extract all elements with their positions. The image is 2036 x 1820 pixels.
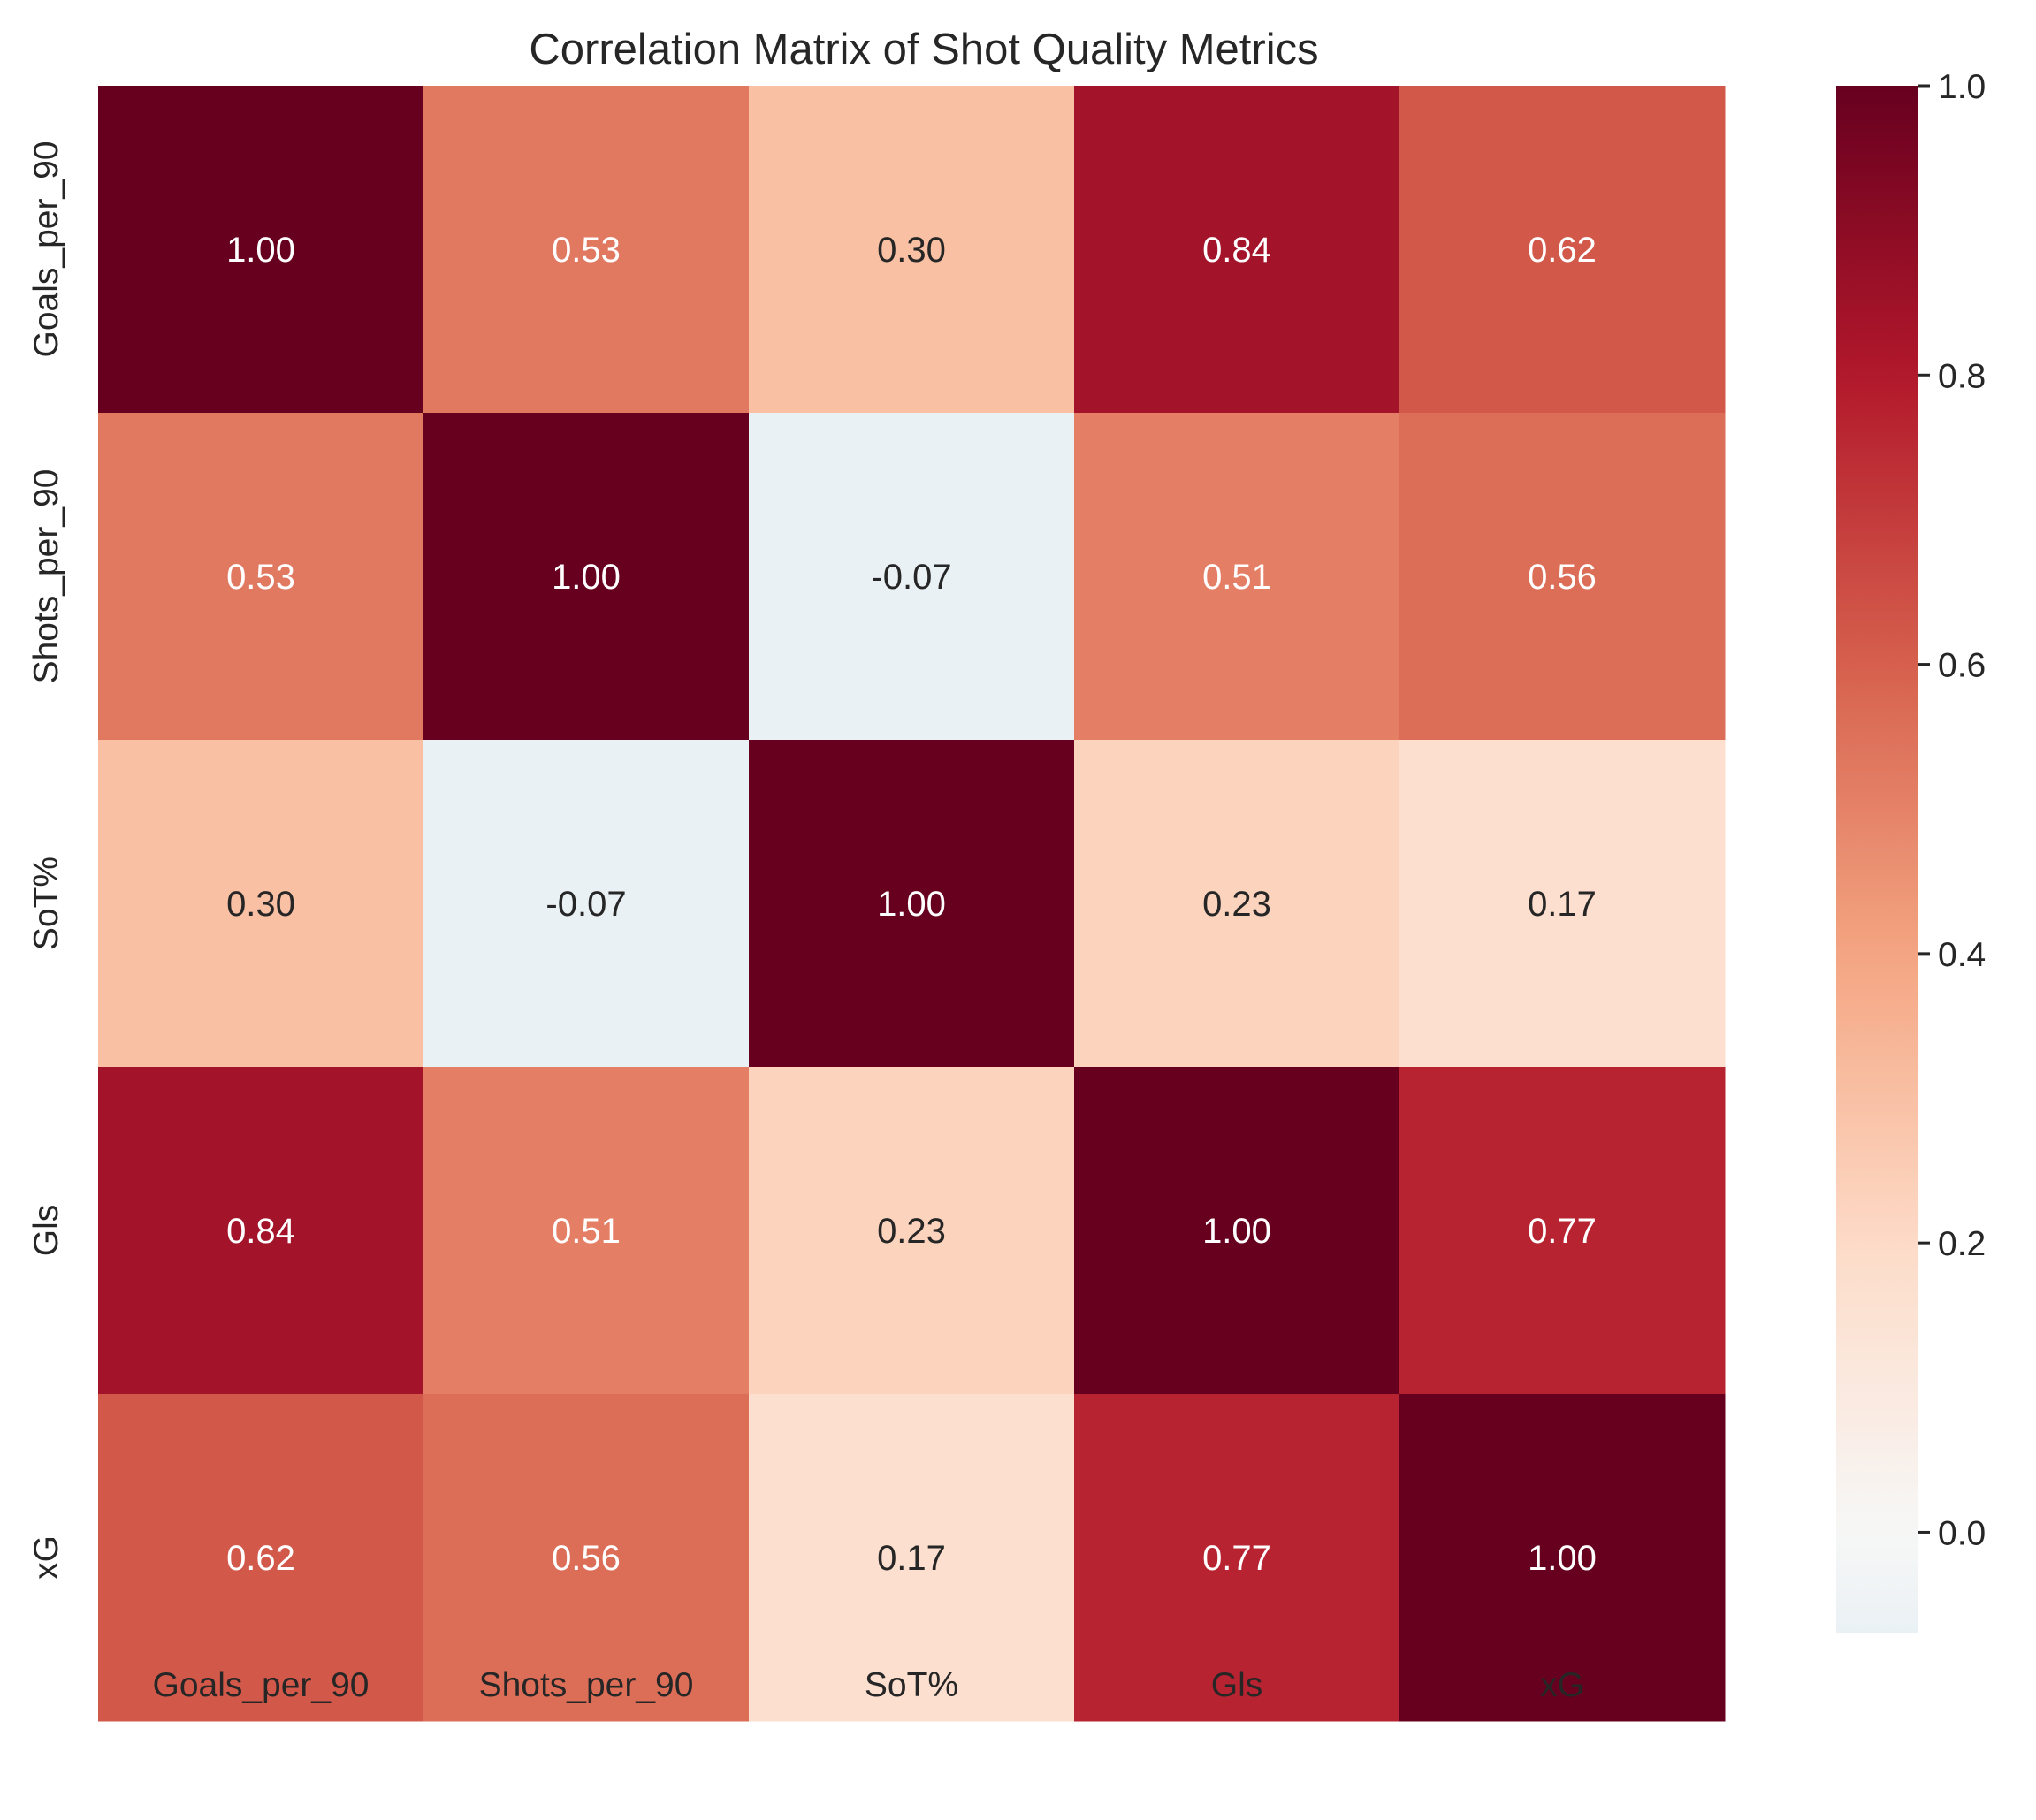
heatmap-cell — [1074, 1067, 1400, 1395]
colorbar-gradient — [1836, 86, 1918, 1633]
cell-value-label: 0.51 — [552, 1212, 621, 1251]
heatmap-cell — [749, 1067, 1075, 1395]
heatmap-cell — [98, 1394, 424, 1722]
cell-value-label: 1.00 — [877, 885, 946, 924]
heatmap-cell — [98, 740, 424, 1068]
cell-value-label: -0.07 — [871, 558, 951, 597]
cell-value-label: 0.77 — [1528, 1212, 1597, 1251]
cell-value-label: 0.56 — [1528, 558, 1597, 597]
heatmap-cell — [423, 740, 750, 1068]
heatmap-cell — [1074, 413, 1400, 741]
cell-value-label: 1.00 — [552, 558, 621, 597]
x-tick-label: Shots_per_90 — [479, 1666, 694, 1704]
y-axis-ticks: Goals_per_90 Shots_per_90 SoT% Gls xG — [27, 141, 65, 1579]
cell-value-label: 0.17 — [1528, 885, 1597, 924]
cell-value-label: 0.84 — [1202, 231, 1271, 270]
heatmap-cell — [423, 86, 750, 414]
x-tick-label: SoT% — [865, 1666, 958, 1704]
heatmap-cell — [1074, 1394, 1400, 1722]
colorbar-tick-label: 0.2 — [1938, 1225, 1986, 1263]
heatmap-cell — [1399, 413, 1726, 741]
heatmap-cell — [749, 1394, 1075, 1722]
y-tick-label: Shots_per_90 — [27, 469, 65, 684]
chart-title: Correlation Matrix of Shot Quality Metri… — [529, 26, 1318, 73]
cell-value-label: 0.51 — [1202, 558, 1271, 597]
heatmap-cell — [423, 1067, 750, 1395]
cell-value-label: 0.23 — [877, 1212, 946, 1251]
cell-value-label: 0.62 — [1528, 231, 1597, 270]
heatmap-cells: 1.00 0.53 0.30 0.84 0.62 0.53 1.00 -0.07 0.51 0.5… — [98, 86, 1726, 1722]
x-axis-ticks: Goals_per_90 Shots_per_90 SoT% Gls xG — [152, 1666, 1583, 1704]
cell-value-label: 0.77 — [1202, 1539, 1271, 1578]
x-tick-label: Gls — [1211, 1666, 1263, 1704]
x-tick-label: Goals_per_90 — [152, 1666, 369, 1704]
colorbar-tick-label: 0.8 — [1938, 357, 1986, 395]
cell-value-label: 1.00 — [1202, 1212, 1271, 1251]
heatmap-cell — [1074, 86, 1400, 414]
cell-value-label: 0.56 — [552, 1539, 621, 1578]
cell-value-label: 1.00 — [226, 231, 295, 270]
cell-value-label: 0.30 — [226, 885, 295, 924]
heatmap-cell — [98, 413, 424, 741]
heatmap-cell — [749, 413, 1075, 741]
colorbar-tick-label: 1.0 — [1938, 68, 1986, 106]
cell-value-label: 0.84 — [226, 1212, 295, 1251]
heatmap-cell — [98, 1067, 424, 1395]
colorbar-tick-label: 0.4 — [1938, 936, 1986, 974]
heatmap-cell — [423, 1394, 750, 1722]
cell-value-label: 0.17 — [877, 1539, 946, 1578]
heatmap-cell — [1399, 1394, 1726, 1722]
colorbar-tick-label: 0.0 — [1938, 1514, 1986, 1552]
cell-value-label: 1.00 — [1528, 1539, 1597, 1578]
heatmap-cell — [749, 86, 1075, 414]
y-tick-label: SoT% — [27, 857, 65, 950]
cell-value-label: 0.30 — [877, 231, 946, 270]
colorbar: 0.0 0.2 0.4 0.6 0.8 1.0 — [1836, 68, 1986, 1633]
x-tick-label: xG — [1540, 1666, 1584, 1704]
cell-value-label: 0.53 — [226, 558, 295, 597]
heatmap-cell — [423, 413, 750, 741]
heatmap-cell — [98, 86, 424, 414]
cell-value-label: -0.07 — [545, 885, 626, 924]
cell-value-label: 0.53 — [552, 231, 621, 270]
y-tick-label: Goals_per_90 — [27, 141, 65, 357]
heatmap-cell — [749, 740, 1075, 1068]
y-tick-label: Gls — [27, 1205, 65, 1257]
heatmap-cell — [1074, 740, 1400, 1068]
colorbar-tick-label: 0.6 — [1938, 647, 1986, 685]
y-tick-label: xG — [27, 1535, 65, 1580]
cell-value-label: 0.23 — [1202, 885, 1271, 924]
heatmap-cell — [1399, 1067, 1726, 1395]
cell-value-label: 0.62 — [226, 1539, 295, 1578]
heatmap-cell — [1399, 86, 1726, 414]
heatmap-cell — [1399, 740, 1726, 1068]
